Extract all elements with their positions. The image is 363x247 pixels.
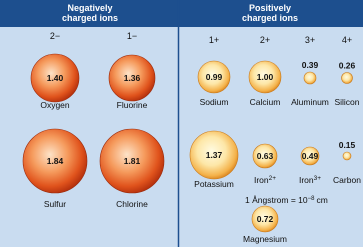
ion-radius: 1.84 <box>47 156 64 166</box>
ion-charge: 2+ <box>269 175 277 182</box>
ion-radius: 1.81 <box>124 156 141 166</box>
ion-name: Aluminum <box>291 97 329 107</box>
ion-radius: 0.99 <box>206 72 223 82</box>
ion-name: Fluorine <box>117 100 148 110</box>
ion-radius: 0.49 <box>302 151 319 161</box>
ion-radius: 0.39 <box>302 60 319 70</box>
header-positive: Positively <box>249 3 291 13</box>
header-bar <box>0 0 363 27</box>
ion-radius: 0.72 <box>257 214 274 224</box>
charge-label: 4+ <box>342 35 352 45</box>
ion-charge: 3+ <box>314 175 322 182</box>
ion-name-text: Sulfur <box>44 199 66 209</box>
header-negative: Negatively <box>67 3 112 13</box>
ion-name-text: Oxygen <box>40 100 70 110</box>
ion-name: Silicon <box>334 97 359 107</box>
charge-label: 1− <box>127 31 137 41</box>
note-unit: cm <box>316 195 327 205</box>
ion-name-text: Aluminum <box>291 97 329 107</box>
ion-name: Sulfur <box>44 199 66 209</box>
ion-name: Carbon <box>333 175 361 185</box>
header-positive: charged ions <box>242 13 298 23</box>
note-text: 1 Ångstrom = 10 <box>245 195 308 205</box>
ion-radius: 1.36 <box>124 73 141 83</box>
ion-name: Oxygen <box>40 100 70 110</box>
ion-name-text: Fluorine <box>117 100 148 110</box>
ion-circle <box>343 152 351 160</box>
ion-radius: 0.63 <box>257 151 274 161</box>
ion-radius: 1.00 <box>257 72 274 82</box>
ion-name-text: Calcium <box>250 97 281 107</box>
charge-label: 1+ <box>209 35 219 45</box>
ion-name-text: Chlorine <box>116 199 148 209</box>
ion-radius: 0.15 <box>339 140 356 150</box>
ion-name: Potassium <box>194 179 234 189</box>
ion-name: Sodium <box>200 97 229 107</box>
ion-name-text: Sodium <box>200 97 229 107</box>
ion-name-text: Silicon <box>334 97 359 107</box>
charge-label: 2+ <box>260 35 270 45</box>
ion-circle <box>304 72 316 84</box>
ion-name-text: Iron <box>299 175 314 185</box>
ion-name: Chlorine <box>116 199 148 209</box>
ion-name-text: Carbon <box>333 175 361 185</box>
ion-name: Magnesium <box>243 234 287 244</box>
ionic-radii-diagram: Negatively charged ions Positively charg… <box>0 0 363 247</box>
charge-label: 2− <box>50 31 60 41</box>
ion-name-text: Iron <box>254 175 269 185</box>
ion-radius: 1.37 <box>206 150 223 160</box>
ion-circle <box>342 73 353 84</box>
ion-radius: 0.26 <box>339 61 356 71</box>
ion-name-text: Magnesium <box>243 234 287 244</box>
ion-radius: 1.40 <box>47 73 64 83</box>
note-exponent: −8 <box>308 196 316 202</box>
header-negative: charged ions <box>62 13 118 23</box>
charge-label: 3+ <box>305 35 315 45</box>
ion-name-text: Potassium <box>194 179 234 189</box>
ion-name: Calcium <box>250 97 281 107</box>
